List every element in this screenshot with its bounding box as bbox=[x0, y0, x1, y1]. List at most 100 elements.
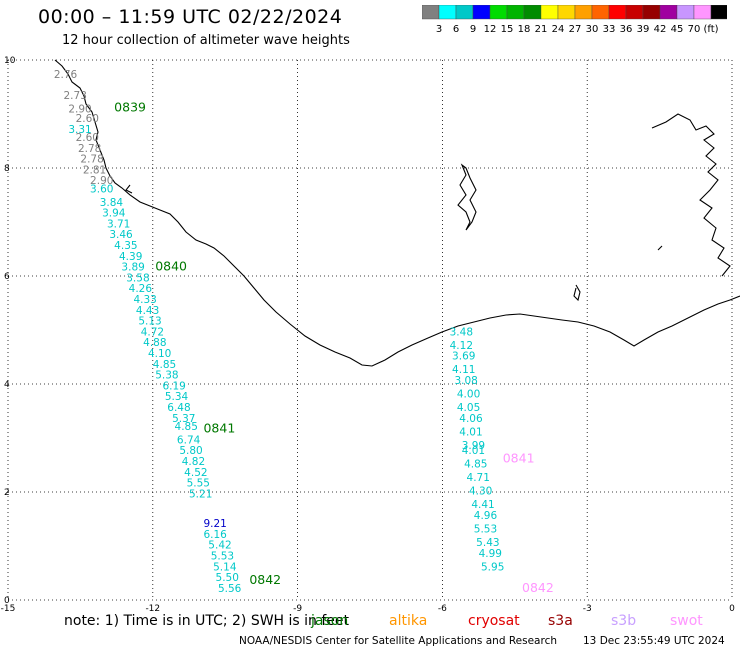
colorbar-label: 18 bbox=[518, 24, 531, 35]
wave-height-value: 4.12 bbox=[450, 340, 473, 352]
wave-height-value: 5.14 bbox=[213, 561, 237, 573]
lake-kossou-area bbox=[651, 113, 731, 277]
colorbar-label: 36 bbox=[620, 24, 633, 35]
wave-height-value: 4.39 bbox=[119, 251, 142, 263]
pass-time-label: 0842 bbox=[522, 580, 554, 595]
wave-height-value: 4.43 bbox=[136, 305, 159, 317]
wave-height-value: 5.37 bbox=[172, 413, 195, 425]
wave-height-value: 5.38 bbox=[155, 370, 178, 382]
pass-time-label: 0841 bbox=[203, 421, 235, 436]
wave-height-value: 4.11 bbox=[452, 364, 475, 376]
units-note: note: 1) Time is in UTC; 2) SWH is in fe… bbox=[64, 613, 350, 629]
wave-height-value: 6.74 bbox=[177, 434, 201, 446]
colorbar-label: 27 bbox=[569, 24, 582, 35]
wave-height-value: 4.10 bbox=[148, 348, 171, 360]
y-tick-label: 10 bbox=[4, 56, 16, 66]
wave-height-value: 5.53 bbox=[474, 524, 497, 536]
legend-s3b: s3b bbox=[611, 613, 637, 629]
legend-swot: swot bbox=[670, 613, 703, 629]
wave-height-value: 4.85 bbox=[175, 421, 198, 433]
colorbar-label: 6 bbox=[453, 24, 459, 35]
legend-altika: altika bbox=[389, 613, 428, 629]
coastline-inlet-1 bbox=[125, 184, 133, 194]
wave-height-value: 4.88 bbox=[143, 337, 166, 349]
wave-height-value: 2.60 bbox=[76, 113, 99, 125]
y-tick-label: 2 bbox=[4, 488, 10, 498]
legend-jason: jason bbox=[311, 613, 349, 629]
wave-height-value: 2.90 bbox=[90, 175, 113, 187]
x-tick-label: -6 bbox=[438, 604, 447, 612]
wave-height-value: 2.60 bbox=[76, 132, 99, 144]
colorbar-label: (ft) bbox=[703, 24, 718, 35]
river-segment bbox=[657, 245, 663, 251]
colorbar-label: 45 bbox=[671, 24, 684, 35]
y-tick-label: 4 bbox=[4, 380, 10, 390]
wave-height-value: 4.85 bbox=[464, 459, 487, 471]
pass-time-label: 0842 bbox=[249, 572, 281, 587]
colorbar-label: 39 bbox=[637, 24, 650, 35]
y-tick-label: 0 bbox=[4, 596, 10, 606]
wave-height-value: 2.81 bbox=[83, 164, 106, 176]
wave-height-value: 4.30 bbox=[469, 486, 492, 498]
wave-height-value: 5.21 bbox=[189, 488, 212, 500]
wave-height-value: 5.56 bbox=[218, 583, 242, 595]
wave-height-value: 5.42 bbox=[208, 540, 231, 552]
colorbar-label: 9 bbox=[470, 24, 476, 35]
coastline-main bbox=[54, 59, 740, 367]
wave-height-value: 3.58 bbox=[126, 272, 149, 284]
map-grid bbox=[7, 59, 733, 601]
pass-time-label: 0839 bbox=[114, 99, 146, 114]
wave-height-value: 3.08 bbox=[454, 375, 477, 387]
colorbar-label: 21 bbox=[535, 24, 548, 35]
altimeter-tracks: 2.762.732.902.603.312.602.782.782.812.90… bbox=[54, 69, 554, 595]
wave-height-value: 3.48 bbox=[450, 326, 473, 338]
wave-height-value: 3.71 bbox=[107, 218, 130, 230]
colorbar-label: 33 bbox=[603, 24, 616, 35]
colorbar-label: 3 bbox=[436, 24, 442, 35]
wave-height-value: 6.16 bbox=[203, 529, 227, 541]
wave-height-value: 5.50 bbox=[216, 572, 239, 584]
wave-height-value: 2.73 bbox=[64, 90, 87, 102]
wave-height-value: 4.35 bbox=[114, 240, 137, 252]
legend-s3a: s3a bbox=[548, 613, 573, 629]
wave-height-value: 5.53 bbox=[211, 551, 234, 563]
colorbar-label: 30 bbox=[586, 24, 599, 35]
lake-volta bbox=[457, 163, 477, 231]
wave-height-value: 5.43 bbox=[476, 537, 499, 549]
colorbar-swatch bbox=[710, 5, 727, 20]
map-title: 00:00 – 11:59 UTC 02/22/2024 bbox=[38, 6, 343, 28]
wave-height-value: 4.71 bbox=[467, 472, 490, 484]
x-tick-label: -12 bbox=[145, 604, 160, 612]
wave-height-value: 4.05 bbox=[457, 402, 480, 414]
wave-height-value: 5.13 bbox=[138, 316, 161, 328]
wave-height-value: 5.95 bbox=[481, 561, 504, 573]
wave-height-value: 2.78 bbox=[80, 154, 103, 166]
wave-height-value: 4.52 bbox=[184, 467, 207, 479]
pass-time-label: 0841 bbox=[503, 450, 535, 465]
colorbar-label: 12 bbox=[484, 24, 497, 35]
colorbar-label: 70 bbox=[688, 24, 701, 35]
axis-labels: -15 -12 -9 -6 -3 0 0 2 4 6 8 10 bbox=[1, 56, 735, 612]
colorbar-label: 15 bbox=[501, 24, 514, 35]
wave-height-value: 5.55 bbox=[187, 478, 210, 490]
wave-height-value: 4.85 bbox=[153, 359, 176, 371]
y-tick-label: 6 bbox=[4, 272, 10, 282]
pass-time-label: 0840 bbox=[155, 259, 187, 274]
wave-height-value: 3.94 bbox=[102, 208, 126, 220]
wave-height-value: 4.96 bbox=[474, 510, 498, 522]
wave-height-value: 4.82 bbox=[182, 456, 205, 468]
wave-height-value: 3.31 bbox=[68, 124, 91, 136]
wave-height-value: 4.01 bbox=[462, 445, 485, 457]
wave-height-value: 4.01 bbox=[459, 426, 482, 438]
wave-height-value: 5.34 bbox=[165, 391, 189, 403]
wave-height-value: 4.00 bbox=[457, 389, 480, 401]
wave-height-value: 3.84 bbox=[100, 197, 124, 209]
wave-height-value: 5.80 bbox=[179, 445, 202, 457]
wave-height-value: 4.99 bbox=[479, 548, 502, 560]
wave-height-value: 4.06 bbox=[459, 413, 483, 425]
wave-height-value: 4.33 bbox=[133, 294, 156, 306]
wave-height-value: 4.72 bbox=[141, 326, 164, 338]
wave-height-value: 9.21 bbox=[203, 518, 226, 530]
wave-height-colorbar: 3 6 9 12 15 18 21 24 27 30 33 36 39 42 45 70 (ft) bbox=[422, 5, 727, 35]
